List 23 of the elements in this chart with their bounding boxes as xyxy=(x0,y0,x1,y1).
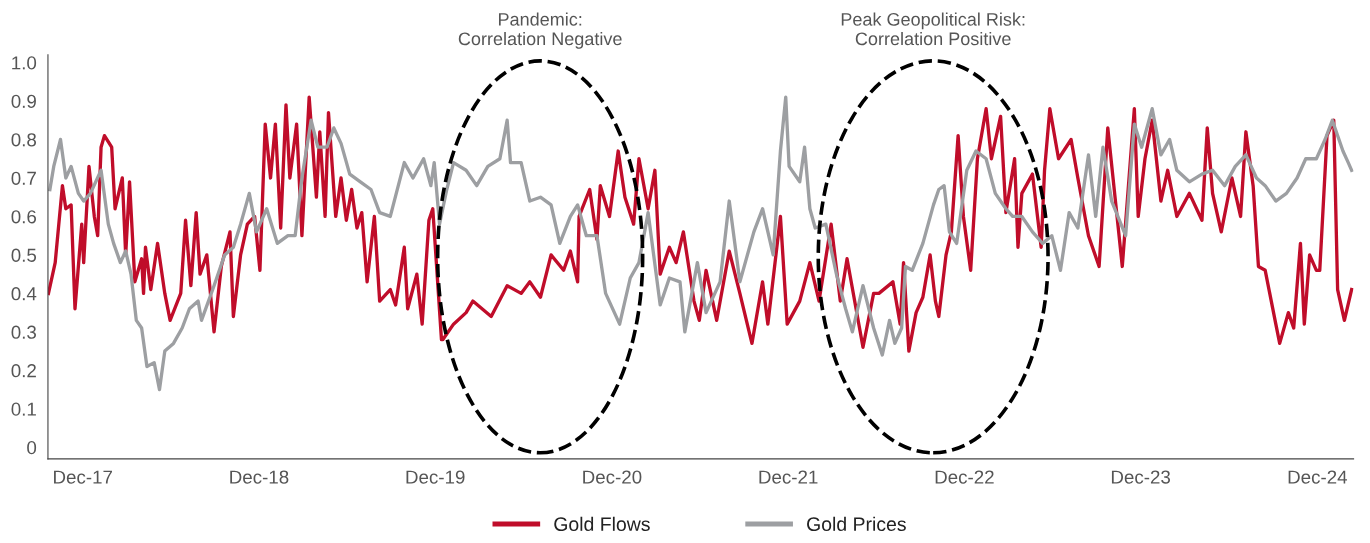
text: Peak Geopolitical Risk: Correlation Positive xyxy=(841,12,1025,46)
y-tick-label: 0 xyxy=(27,440,37,455)
x-tick-label: Dec-22 xyxy=(935,470,994,484)
y-tick-label: 0.2 xyxy=(11,364,36,378)
y-tick-label: 0.1 xyxy=(11,402,36,416)
x-tick-label: Dec-24 xyxy=(1288,470,1348,484)
y-tick-label: 0.7 xyxy=(11,171,36,185)
x-tick-label: Dec-23 xyxy=(1111,470,1171,484)
y-tick-label: 0.6 xyxy=(11,210,37,224)
y-tick-label: 0.5 xyxy=(11,248,37,262)
x-tick-label: Dec-19 xyxy=(406,470,465,484)
text: Pandemic: Correlation Negative xyxy=(458,12,622,49)
x-tick-label: Dec-18 xyxy=(230,470,289,484)
legend-label: Gold Prices xyxy=(807,516,906,532)
x-tick-label: Dec-20 xyxy=(583,470,642,484)
y-tick-label: 0.4 xyxy=(11,287,37,301)
legend-label: Gold Flows xyxy=(554,516,650,532)
y-tick-label: 1.0 xyxy=(12,56,37,70)
y-tick-label: 0.3 xyxy=(11,325,37,339)
y-tick-label: 0.9 xyxy=(11,94,36,108)
y-tick-label: 0.8 xyxy=(11,133,37,147)
x-tick-label: Dec-17 xyxy=(54,470,112,484)
x-tick-label: Dec-21 xyxy=(759,470,818,484)
